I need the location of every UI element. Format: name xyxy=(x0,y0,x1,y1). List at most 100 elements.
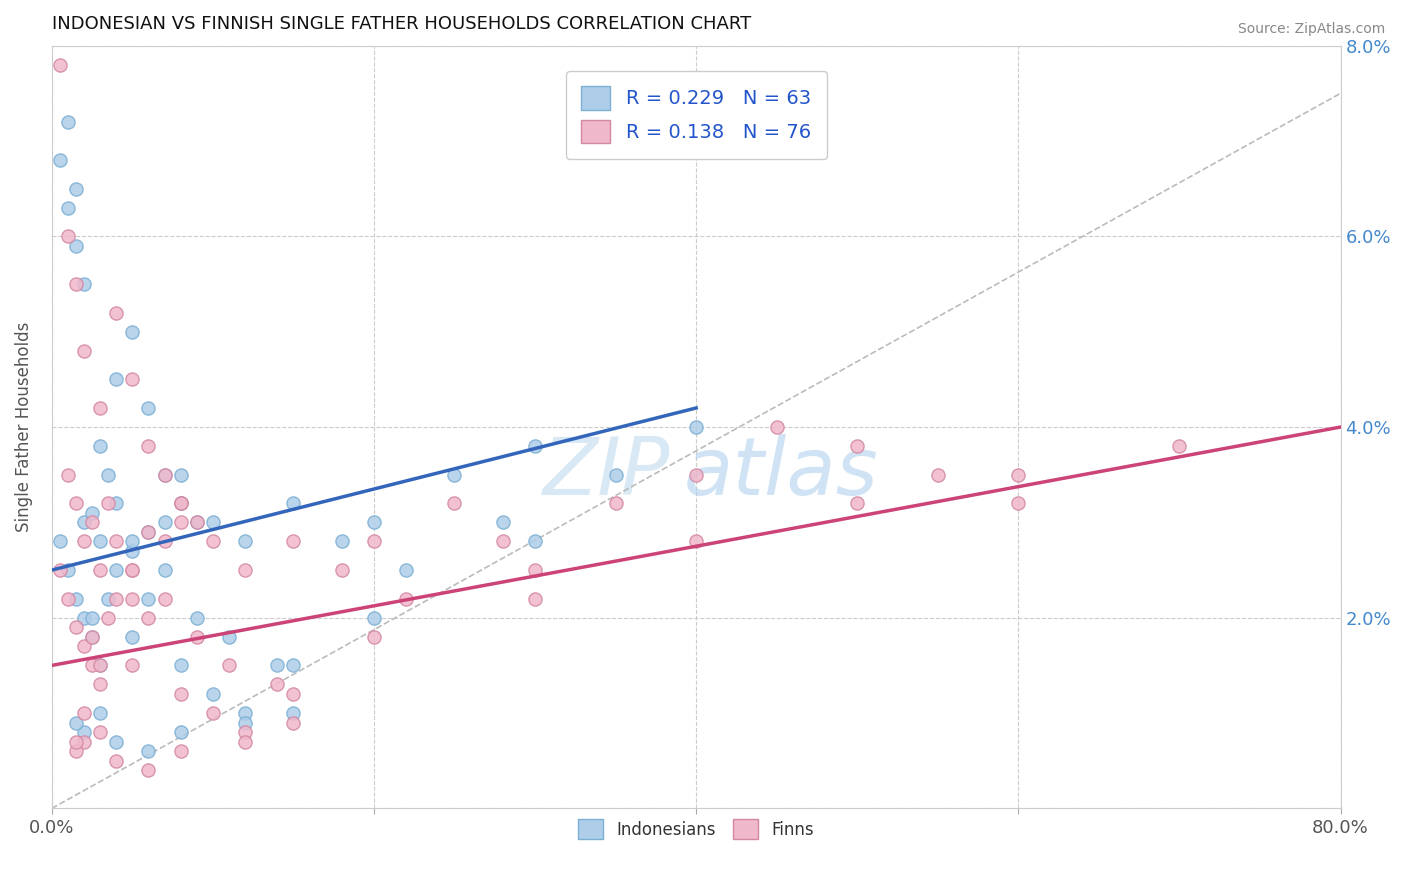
Point xyxy=(56,229,79,244)
Y-axis label: Single Father Households: Single Father Households xyxy=(15,322,32,533)
Point xyxy=(105,563,128,577)
Point xyxy=(153,591,176,606)
Point xyxy=(153,467,176,482)
Point xyxy=(65,239,87,253)
Point xyxy=(89,658,111,673)
Point xyxy=(233,735,256,749)
Point xyxy=(283,687,305,701)
Point xyxy=(105,372,128,386)
Point xyxy=(363,516,385,530)
Point xyxy=(492,516,515,530)
Point xyxy=(80,506,103,520)
Point xyxy=(330,534,353,549)
Point xyxy=(765,420,787,434)
Point xyxy=(73,516,96,530)
Point xyxy=(89,439,111,453)
Point xyxy=(138,524,160,539)
Point xyxy=(218,658,240,673)
Point xyxy=(201,516,224,530)
Point xyxy=(89,658,111,673)
Point xyxy=(330,563,353,577)
Point xyxy=(56,563,79,577)
Point xyxy=(186,611,208,625)
Point xyxy=(73,706,96,720)
Point xyxy=(169,658,191,673)
Point xyxy=(1007,496,1029,510)
Point xyxy=(89,401,111,415)
Point xyxy=(363,534,385,549)
Point xyxy=(233,715,256,730)
Point xyxy=(105,591,128,606)
Point xyxy=(65,744,87,758)
Point xyxy=(283,706,305,720)
Point xyxy=(121,563,143,577)
Point xyxy=(105,305,128,319)
Point xyxy=(65,591,87,606)
Point xyxy=(233,563,256,577)
Point xyxy=(233,706,256,720)
Point xyxy=(153,467,176,482)
Point xyxy=(105,735,128,749)
Point xyxy=(65,182,87,196)
Point xyxy=(1007,467,1029,482)
Text: INDONESIAN VS FINNISH SINGLE FATHER HOUSEHOLDS CORRELATION CHART: INDONESIAN VS FINNISH SINGLE FATHER HOUS… xyxy=(52,15,751,33)
Point xyxy=(49,563,72,577)
Point xyxy=(138,764,160,778)
Point xyxy=(65,715,87,730)
Text: atlas: atlas xyxy=(683,434,877,512)
Point xyxy=(283,715,305,730)
Point xyxy=(283,658,305,673)
Point xyxy=(73,534,96,549)
Point xyxy=(73,640,96,654)
Point xyxy=(138,524,160,539)
Point xyxy=(492,534,515,549)
Point xyxy=(218,630,240,644)
Point xyxy=(605,496,627,510)
Point xyxy=(121,325,143,339)
Point xyxy=(395,591,418,606)
Point xyxy=(80,630,103,644)
Point xyxy=(169,496,191,510)
Point xyxy=(73,343,96,358)
Point xyxy=(89,677,111,691)
Point xyxy=(233,534,256,549)
Point xyxy=(153,534,176,549)
Point xyxy=(138,591,160,606)
Point xyxy=(56,591,79,606)
Point xyxy=(685,534,707,549)
Point xyxy=(153,516,176,530)
Point xyxy=(138,401,160,415)
Point xyxy=(97,611,120,625)
Point xyxy=(169,516,191,530)
Point xyxy=(524,439,547,453)
Point xyxy=(685,467,707,482)
Point xyxy=(73,611,96,625)
Point xyxy=(605,467,627,482)
Text: Source: ZipAtlas.com: Source: ZipAtlas.com xyxy=(1237,22,1385,37)
Point xyxy=(169,496,191,510)
Point xyxy=(65,277,87,291)
Point xyxy=(49,153,72,167)
Point xyxy=(524,534,547,549)
Point xyxy=(169,467,191,482)
Point xyxy=(138,439,160,453)
Point xyxy=(56,115,79,129)
Point xyxy=(89,534,111,549)
Point xyxy=(105,496,128,510)
Point xyxy=(65,620,87,634)
Point xyxy=(97,591,120,606)
Point xyxy=(121,534,143,549)
Point xyxy=(233,725,256,739)
Point xyxy=(395,563,418,577)
Point xyxy=(169,496,191,510)
Point xyxy=(121,563,143,577)
Point xyxy=(443,467,465,482)
Point xyxy=(283,496,305,510)
Point xyxy=(80,516,103,530)
Point xyxy=(121,630,143,644)
Point xyxy=(201,706,224,720)
Text: ZIP: ZIP xyxy=(543,434,671,512)
Point xyxy=(186,630,208,644)
Legend: Indonesians, Finns: Indonesians, Finns xyxy=(572,813,821,846)
Point xyxy=(169,744,191,758)
